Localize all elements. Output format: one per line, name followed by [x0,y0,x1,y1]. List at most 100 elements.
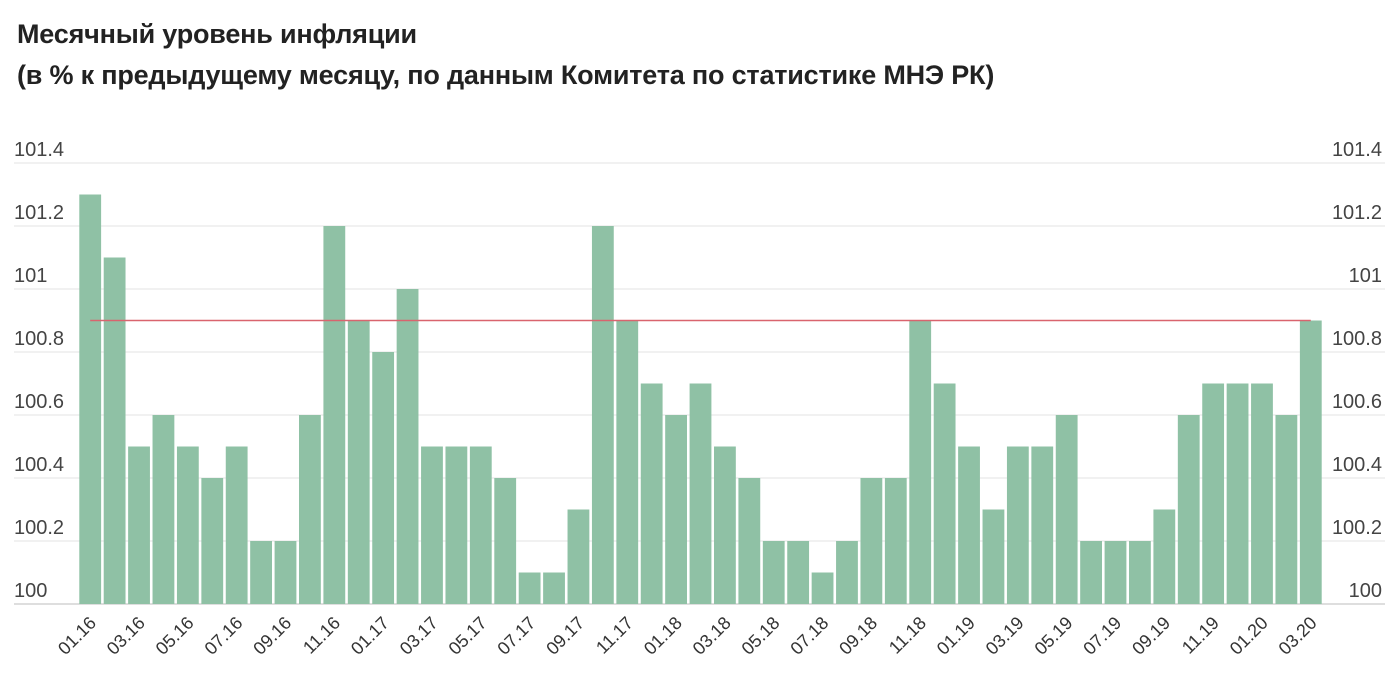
bar [811,572,834,604]
bar [1031,446,1054,604]
bar [1275,415,1298,604]
y-tick-label-left: 101.4 [14,139,64,161]
x-tick-label: 03.20 [1275,613,1321,659]
bar [518,572,541,604]
bar [176,446,199,604]
x-tick-label: 07.17 [493,613,539,659]
x-tick-label: 09.16 [249,613,295,659]
bar [1055,415,1078,604]
bar [250,541,272,604]
y-tick-label-right: 100 [1349,580,1382,602]
bar [347,320,370,604]
x-tick-label: 07.19 [1079,613,1125,659]
y-tick-label-right: 101 [1349,265,1382,287]
y-tick-label-right: 100.8 [1332,328,1382,350]
y-tick-label-right: 100.2 [1332,517,1382,539]
bar [591,226,614,604]
x-tick-label: 05.18 [738,613,784,659]
bar [1299,320,1322,604]
y-axis-left: 100 100.2 100.4 100.6 100.8 101 101.2 101.4 [14,139,64,602]
x-tick-label: 07.16 [201,613,247,659]
x-tick-label: 01.19 [933,613,979,659]
bar [128,446,150,604]
bar [1177,415,1200,604]
bar [714,446,736,604]
bar [494,478,517,604]
x-tick-label: 11.16 [299,613,344,658]
bar [787,541,810,604]
bar [567,509,590,604]
bar [1104,541,1127,604]
bar [1226,383,1249,604]
y-axis-right: 100 100.2 100.4 100.6 100.8 101 101.2 101.4 [1332,139,1382,602]
bar [738,478,761,604]
bar [640,383,663,604]
bar [1080,541,1102,604]
bar [299,415,321,604]
bar [616,320,639,604]
bar [836,541,858,604]
chart-title: Месячный уровень инфляции [17,19,417,49]
bar [323,226,346,604]
y-tick-label-left: 100 [14,580,47,602]
x-tick-label: 09.18 [835,613,881,659]
x-tick-label: 01.18 [640,613,686,659]
bar [1129,541,1151,604]
y-tick-label-left: 100.4 [14,454,64,476]
bar [665,415,687,604]
x-axis: 01.16 03.16 05.16 07.16 09.16 11.16 01.17 03.17… [54,613,1321,659]
bar [982,509,1005,604]
x-tick-label: 01.20 [1226,613,1272,659]
x-tick-label: 11.19 [1178,613,1223,658]
bar [79,194,102,604]
x-tick-label: 11.18 [885,613,930,658]
bar [1202,383,1225,604]
bar [469,446,492,604]
bar [884,478,907,604]
bar [689,383,712,604]
x-tick-label: 11.17 [592,613,637,658]
y-tick-label-right: 101.2 [1332,202,1382,224]
bar [958,446,980,604]
bar [1251,383,1273,604]
bar [396,289,419,604]
x-tick-label: 05.16 [152,613,198,659]
bar [201,478,224,604]
bar [1153,509,1176,604]
x-tick-label: 01.17 [347,613,393,659]
x-tick-label: 07.18 [786,613,832,659]
chart-subtitle: (в % к предыдущему месяцу, по данным Ком… [17,60,995,90]
x-tick-label: 03.17 [396,613,442,659]
y-tick-label-right: 101.4 [1332,139,1382,161]
bar-series [79,194,1322,604]
y-tick-label-right: 100.6 [1332,391,1382,413]
y-tick-label-left: 100.2 [14,517,64,539]
x-tick-label: 09.19 [1128,613,1174,659]
x-tick-label: 05.17 [445,613,491,659]
x-tick-label: 03.16 [103,613,149,659]
x-tick-label: 09.17 [542,613,588,659]
x-tick-label: 01.16 [54,613,100,659]
bar [860,478,883,604]
x-tick-label: 05.19 [1031,613,1077,659]
chart-title-block: Месячный уровень инфляции (в % к предыду… [17,14,994,96]
y-tick-label-left: 101.2 [14,202,64,224]
bar [274,541,297,604]
bar [152,415,175,604]
bar [762,541,785,604]
bar [372,352,395,604]
y-tick-label-right: 100.4 [1332,454,1382,476]
bar [909,320,932,604]
bar [1006,446,1029,604]
bar [421,446,443,604]
y-tick-label-left: 100.8 [14,328,64,350]
x-tick-label: 03.18 [689,613,735,659]
y-tick-label-left: 100.6 [14,391,64,413]
bar [445,446,468,604]
y-tick-label-left: 101 [14,265,47,287]
x-tick-label: 03.19 [982,613,1028,659]
bar [103,257,126,604]
bar [543,572,565,604]
bar [225,446,248,604]
